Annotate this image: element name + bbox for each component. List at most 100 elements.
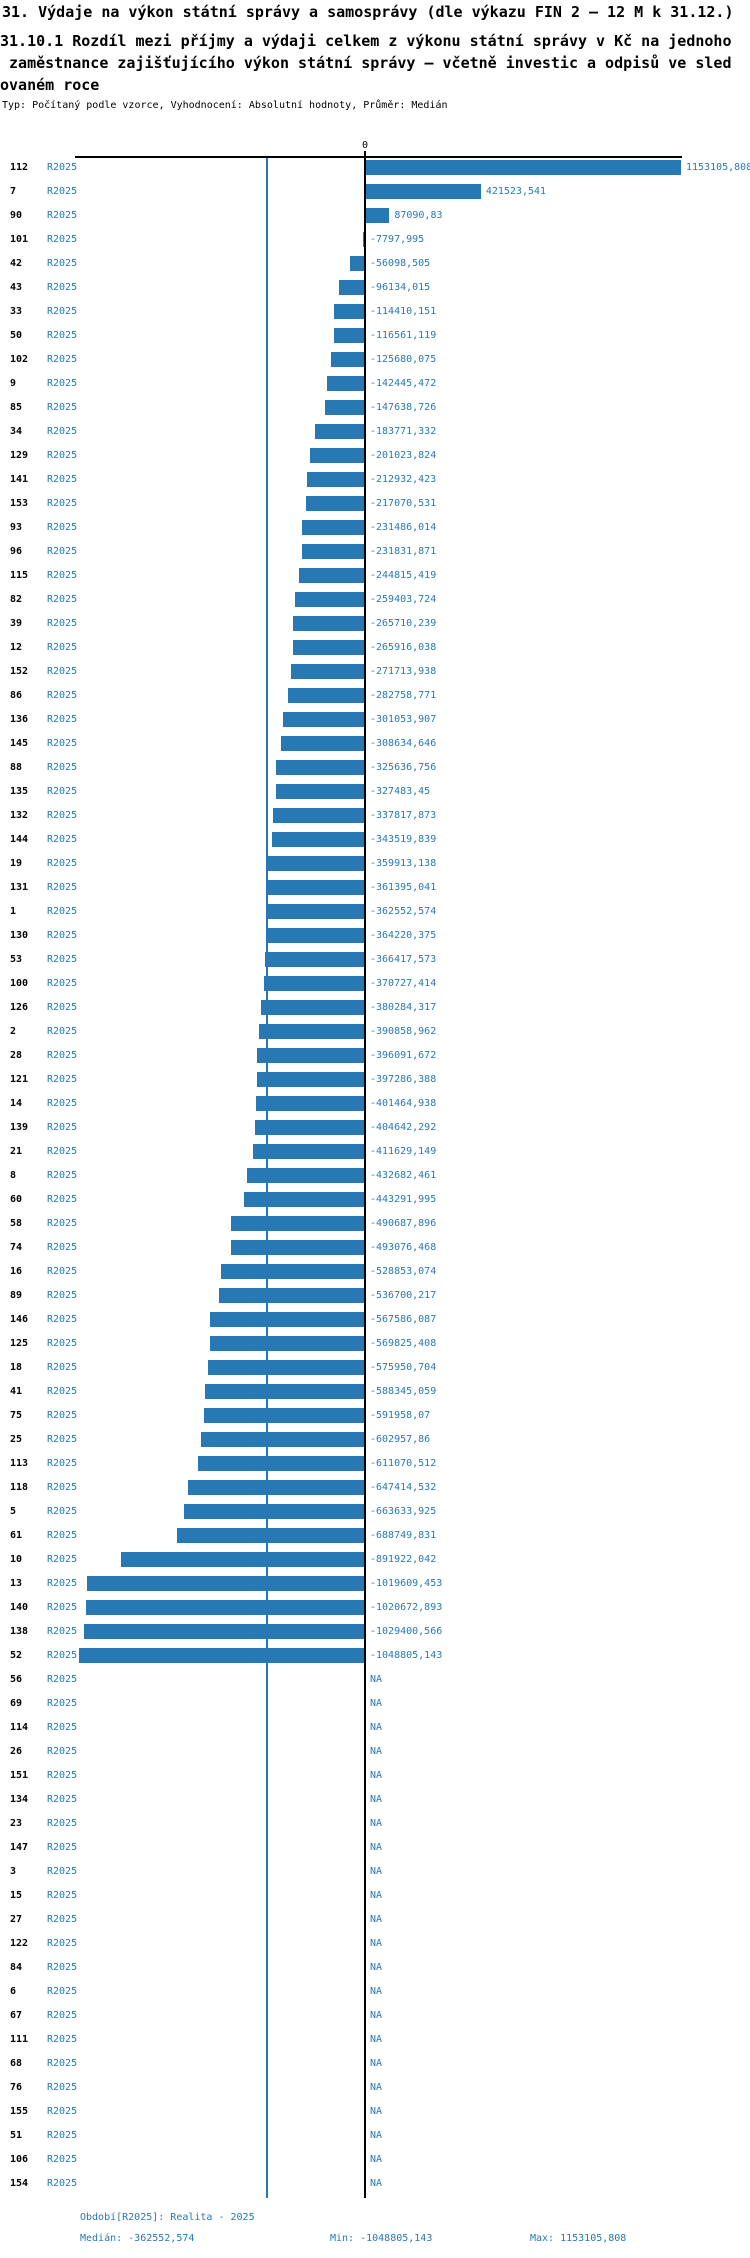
row-id-label: 89	[10, 1289, 23, 1301]
row-value-label: -265710,239	[370, 617, 437, 629]
row-id-label: 86	[10, 689, 23, 701]
chart-row: 101 R2025 -7797,995	[0, 228, 750, 252]
row-value-label: -663633,925	[370, 1505, 437, 1517]
row-bar	[200, 1432, 366, 1447]
row-id-label: 61	[10, 1529, 23, 1541]
row-series-label: R2025	[47, 449, 78, 461]
row-id-label: 146	[10, 1313, 29, 1325]
row-series-label: R2025	[47, 665, 78, 677]
chart-row: 85 R2025 -147638,726	[0, 396, 750, 420]
row-id-label: 69	[10, 1697, 23, 1709]
row-bar	[365, 160, 681, 175]
chart-row: 5 R2025 -663633,925	[0, 1500, 750, 1524]
row-series-label: R2025	[47, 1577, 78, 1589]
chart-row: 131 R2025 -361395,041	[0, 876, 750, 900]
row-series-label: R2025	[47, 2009, 78, 2021]
zero-tick-label: 0	[361, 140, 369, 151]
chart-row: 52 R2025 -1048805,143	[0, 1644, 750, 1668]
row-id-label: 122	[10, 1937, 29, 1949]
row-value-label: -142445,472	[370, 377, 437, 389]
row-series-label: R2025	[47, 521, 78, 533]
chart-row: 129 R2025 -201023,824	[0, 444, 750, 468]
chart-row: 8 R2025 -432682,461	[0, 1164, 750, 1188]
row-value-label: -56098,505	[370, 257, 431, 269]
row-id-label: 8	[10, 1169, 17, 1181]
row-bar	[230, 1240, 366, 1255]
row-value-label: NA	[370, 1817, 383, 1829]
chart-row: 155 R2025 NA	[0, 2100, 750, 2124]
chart-row: 141 R2025 -212932,423	[0, 468, 750, 492]
row-id-label: 68	[10, 2057, 23, 2069]
row-id-label: 51	[10, 2129, 23, 2141]
row-id-label: 25	[10, 1433, 23, 1445]
row-bar	[288, 688, 366, 703]
row-value-label: -567586,087	[370, 1313, 437, 1325]
row-id-label: 125	[10, 1337, 29, 1349]
row-id-label: 154	[10, 2177, 29, 2189]
row-id-label: 19	[10, 857, 23, 869]
row-id-label: 39	[10, 617, 23, 629]
row-bar	[334, 304, 366, 319]
row-bar	[203, 1408, 366, 1423]
row-bar	[252, 1144, 366, 1159]
row-bar	[247, 1168, 366, 1183]
row-value-label: -390858,962	[370, 1025, 437, 1037]
row-value-label: NA	[370, 1673, 383, 1685]
footer-max: Max: 1153105,808	[530, 2233, 627, 2244]
row-id-label: 26	[10, 1745, 23, 1757]
chart-row: 25 R2025 -602957,86	[0, 1428, 750, 1452]
row-id-label: 131	[10, 881, 29, 893]
row-value-label: -528853,074	[370, 1265, 437, 1277]
row-id-label: 93	[10, 521, 23, 533]
chart-row: 15 R2025 NA	[0, 1884, 750, 1908]
page-title: 31. Výdaje na výkon státní správy a samo…	[2, 3, 734, 21]
row-id-label: 138	[10, 1625, 29, 1637]
chart-subtitle: 31.10.1 Rozdíl mezi příjmy a výdaji celk…	[0, 30, 732, 96]
row-series-label: R2025	[47, 1217, 78, 1229]
row-id-label: 28	[10, 1049, 23, 1061]
row-series-label: R2025	[47, 1721, 78, 1733]
chart-row: 93 R2025 -231486,014	[0, 516, 750, 540]
row-value-label: -611070,512	[370, 1457, 437, 1469]
row-value-label: -688749,831	[370, 1529, 437, 1541]
row-id-label: 136	[10, 713, 29, 725]
row-value-label: -891922,042	[370, 1553, 437, 1565]
row-series-label: R2025	[47, 761, 78, 773]
row-id-label: 50	[10, 329, 23, 341]
row-bar	[207, 1360, 366, 1375]
row-value-label: -588345,059	[370, 1385, 437, 1397]
row-id-label: 84	[10, 1961, 23, 1973]
row-series-label: R2025	[47, 473, 78, 485]
row-id-label: 144	[10, 833, 29, 845]
row-series-label: R2025	[47, 1097, 78, 1109]
row-value-label: -231486,014	[370, 521, 437, 533]
row-series-label: R2025	[47, 1169, 78, 1181]
chart-row: 28 R2025 -396091,672	[0, 1044, 750, 1068]
row-bar	[265, 952, 366, 967]
row-series-label: R2025	[47, 2153, 78, 2165]
row-bar	[292, 616, 366, 631]
row-value-label: NA	[370, 2009, 383, 2021]
row-series-label: R2025	[47, 401, 78, 413]
row-bar	[255, 1096, 366, 1111]
row-value-label: NA	[370, 1745, 383, 1757]
row-value-label: -337817,873	[370, 809, 437, 821]
row-series-label: R2025	[47, 1361, 78, 1373]
chart-row: 23 R2025 NA	[0, 1812, 750, 1836]
row-bar	[218, 1288, 366, 1303]
row-value-label: -359913,138	[370, 857, 437, 869]
row-value-label: -397286,388	[370, 1073, 437, 1085]
row-series-label: R2025	[47, 329, 78, 341]
row-value-label: -411629,149	[370, 1145, 437, 1157]
chart-row: 42 R2025 -56098,505	[0, 252, 750, 276]
row-series-label: R2025	[47, 905, 78, 917]
row-value-label: -125680,075	[370, 353, 437, 365]
row-series-label: R2025	[47, 569, 78, 581]
row-series-label: R2025	[47, 1001, 78, 1013]
row-id-label: 1	[10, 905, 17, 917]
row-id-label: 113	[10, 1457, 29, 1469]
row-series-label: R2025	[47, 1961, 78, 1973]
row-value-label: -401464,938	[370, 1097, 437, 1109]
row-series-label: R2025	[47, 2081, 78, 2093]
row-series-label: R2025	[47, 185, 78, 197]
